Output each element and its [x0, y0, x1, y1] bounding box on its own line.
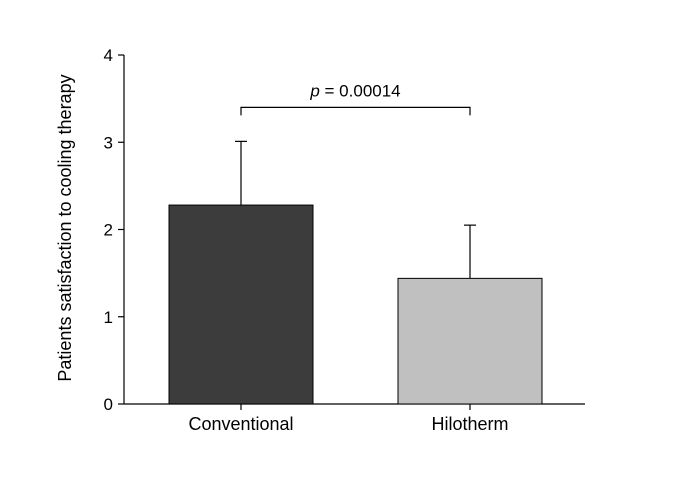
- significance-value: = 0.00014: [320, 81, 401, 100]
- x-tick-label: Hilotherm: [431, 414, 508, 434]
- y-tick-label: 1: [104, 308, 113, 327]
- y-tick-label: 4: [104, 46, 113, 65]
- y-tick-label: 2: [104, 221, 113, 240]
- significance-label: p = 0.00014: [309, 81, 400, 100]
- significance-p-symbol: p: [309, 81, 319, 100]
- y-tick-label: 0: [104, 395, 113, 414]
- bar-hilotherm: [397, 277, 543, 405]
- labels: Conventional Hilotherm: [188, 106, 509, 434]
- y-tick-label: 3: [104, 133, 113, 152]
- bars: [168, 140, 543, 405]
- y-axis-title: Patients satisfaction to cooling therapy: [55, 74, 75, 381]
- bar-conventional: [168, 204, 314, 405]
- x-tick-label: Conventional: [188, 414, 293, 434]
- significance-bracket: [240, 106, 471, 116]
